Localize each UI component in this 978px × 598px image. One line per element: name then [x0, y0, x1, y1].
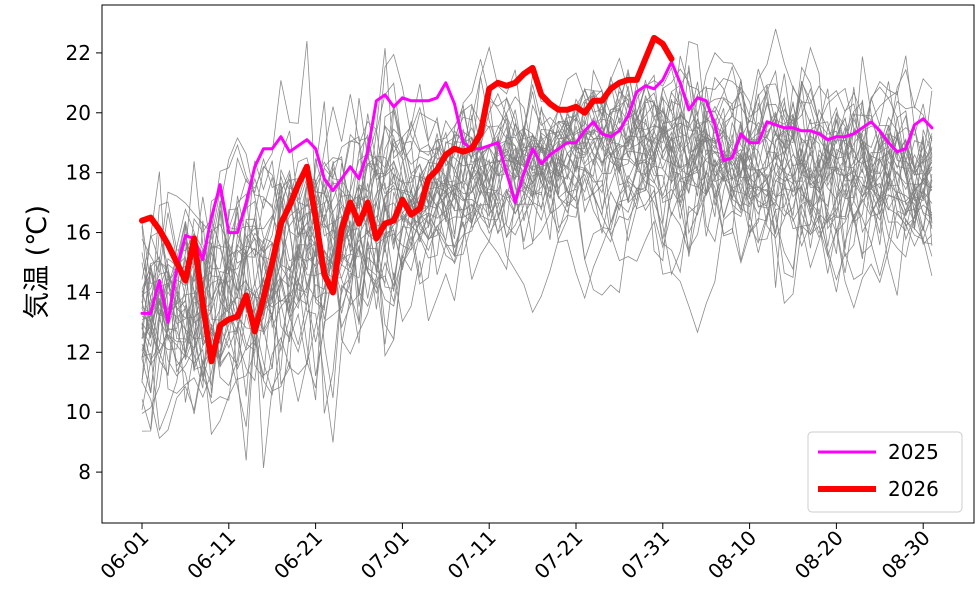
background-series-line	[141, 65, 933, 382]
y-tick-label: 8	[78, 460, 91, 484]
series-line-2026	[139, 34, 675, 365]
y-tick-label: 22	[66, 41, 91, 65]
x-tick-label: 08-30	[877, 526, 935, 584]
legend-label-2025: 2025	[888, 440, 939, 464]
x-tick-label: 07-01	[356, 526, 414, 584]
background-series-line	[141, 102, 933, 413]
highlight-series-group	[139, 34, 934, 365]
y-axis-label: 気温 (℃)	[22, 205, 53, 319]
background-series-line	[141, 86, 933, 396]
x-tick-label: 07-11	[443, 526, 501, 584]
background-series-line	[141, 52, 933, 354]
x-tick-label: 06-01	[95, 526, 153, 584]
x-tick-label: 07-21	[529, 526, 587, 584]
legend-label-2026: 2026	[888, 477, 939, 501]
background-series-line	[141, 66, 933, 373]
series-line-2025	[140, 60, 934, 324]
y-tick-label: 14	[66, 280, 91, 304]
x-tick-label: 06-21	[269, 526, 327, 584]
background-series-line	[141, 84, 933, 355]
background-series-line	[141, 103, 933, 370]
y-axis: 8 10 12 14 16 18 20 22	[66, 41, 102, 484]
plot-frame	[101, 4, 975, 524]
background-series-line	[141, 97, 933, 403]
y-tick-label: 18	[66, 161, 91, 185]
y-tick-label: 16	[66, 221, 91, 245]
y-tick-label: 10	[66, 400, 91, 424]
x-tick-label: 08-10	[703, 526, 761, 584]
y-tick-label: 20	[66, 101, 91, 125]
background-series-line	[141, 159, 932, 431]
background-series-group	[141, 28, 933, 469]
x-tick-label: 08-20	[790, 526, 848, 584]
x-tick-label: 07-31	[616, 526, 674, 584]
background-series-line	[141, 130, 933, 401]
y-tick-label: 12	[66, 340, 91, 364]
legend: 2025 2026	[807, 431, 963, 513]
x-axis: 06-01 06-11 06-21 07-01 07-11 07-21 07-31 08-10…	[95, 523, 935, 584]
x-tick-label: 06-11	[182, 526, 240, 584]
background-series-line	[141, 45, 933, 385]
background-series-line	[141, 116, 933, 381]
